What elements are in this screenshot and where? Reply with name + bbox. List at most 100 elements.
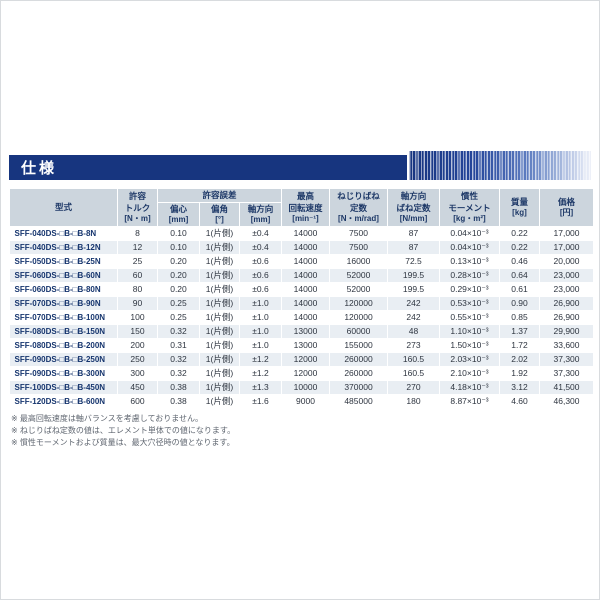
torsional-spring-constant: 60000 xyxy=(329,324,388,340)
col-header-torsional-spring-unit: [N・m/rad] xyxy=(338,213,379,223)
max-rotation-speed: 9000 xyxy=(281,394,330,410)
axial-spring-constant: 270 xyxy=(387,380,440,396)
axial-misalignment: ±1.0 xyxy=(239,338,282,354)
col-header-max-speed-label: 最高 回転速度 xyxy=(288,191,323,213)
price: 17,000 xyxy=(539,240,594,256)
col-header-torque: 許容 トルク [N・m] xyxy=(117,187,158,228)
col-header-price: 価格 [円] xyxy=(539,187,594,228)
mass: 0.90 xyxy=(499,296,540,312)
axial-spring-constant: 242 xyxy=(387,296,440,312)
table-row: SFF-070DS-□B-□B-100N 100 0.25 1(片側) ±1.0 1400… xyxy=(9,310,594,326)
table-row: SFF-050DS-□B-□B-25N 25 0.20 1(片側) ±0.6 14000 1… xyxy=(9,254,594,270)
price: 29,900 xyxy=(539,324,594,340)
axial-misalignment: ±0.4 xyxy=(239,226,282,242)
eccentricity: 0.20 xyxy=(157,282,200,298)
col-header-price-unit: [円] xyxy=(559,208,574,218)
max-rotation-speed: 14000 xyxy=(281,296,330,312)
mass: 1.72 xyxy=(499,338,540,354)
axial-spring-constant: 199.5 xyxy=(387,282,440,298)
angular-misalignment: 1(片側) xyxy=(199,366,240,382)
torsional-spring-constant: 52000 xyxy=(329,268,388,284)
footnote: ※ ねじりばね定数の値は、エレメント単体での値になります。 xyxy=(11,426,236,436)
axial-spring-constant: 242 xyxy=(387,310,440,326)
table-row: SFF-100DS-□B-□B-450N 450 0.38 1(片側) ±1.3 1000… xyxy=(9,380,594,396)
max-rotation-speed: 10000 xyxy=(281,380,330,396)
stripe-decoration-graphic xyxy=(407,151,591,180)
spec-table-header: 型式 許容 トルク [N・m] 許容誤差 最高 回転速度 [min⁻¹] ねじり… xyxy=(9,187,594,228)
axial-misalignment: ±1.6 xyxy=(239,394,282,410)
col-header-angle-label: 偏角 xyxy=(210,204,228,214)
price: 37,300 xyxy=(539,366,594,382)
spec-table: 型式 許容 トルク [N・m] 許容誤差 最高 回転速度 [min⁻¹] ねじり… xyxy=(9,187,594,410)
model: SFF-090DS-□B-□B-250N xyxy=(9,352,118,368)
angular-misalignment: 1(片側) xyxy=(199,324,240,340)
mass: 0.46 xyxy=(499,254,540,270)
col-header-axial-spring-unit: [N/mm] xyxy=(399,213,428,223)
spec-table-body: SFF-040DS-□B-□B-8N 8 0.10 1(片側) ±0.4 14000 750… xyxy=(9,226,594,410)
moment-of-inertia: 2.03×10⁻³ xyxy=(439,352,500,368)
angular-misalignment: 1(片側) xyxy=(199,296,240,312)
model: SFF-070DS-□B-□B-100N xyxy=(9,310,118,326)
price: 46,300 xyxy=(539,394,594,410)
model: SFF-120DS-□B-□B-600N xyxy=(9,394,118,410)
allowable-torque: 250 xyxy=(117,352,158,368)
price: 20,000 xyxy=(539,254,594,270)
col-header-torque-label: 許容 トルク xyxy=(124,191,151,213)
col-header-eccentricity: 偏心 [mm] xyxy=(157,201,200,228)
price: 41,500 xyxy=(539,380,594,396)
max-rotation-speed: 14000 xyxy=(281,282,330,298)
table-row: SFF-120DS-□B-□B-600N 600 0.38 1(片側) ±1.6 9000… xyxy=(9,394,594,410)
eccentricity: 0.38 xyxy=(157,394,200,410)
eccentricity: 0.10 xyxy=(157,226,200,242)
col-header-mass-unit: [kg] xyxy=(512,208,527,218)
angular-misalignment: 1(片側) xyxy=(199,226,240,242)
mass: 1.37 xyxy=(499,324,540,340)
axial-spring-constant: 72.5 xyxy=(387,254,440,270)
angular-misalignment: 1(片側) xyxy=(199,338,240,354)
price: 17,000 xyxy=(539,226,594,242)
eccentricity: 0.32 xyxy=(157,366,200,382)
col-header-torsional-spring: ねじりばね 定数 [N・m/rad] xyxy=(329,187,388,228)
table-row: SFF-040DS-□B-□B-8N 8 0.10 1(片側) ±0.4 14000 750… xyxy=(9,226,594,242)
allowable-torque: 60 xyxy=(117,268,158,284)
axial-spring-constant: 48 xyxy=(387,324,440,340)
price: 33,600 xyxy=(539,338,594,354)
model: SFF-040DS-□B-□B-12N xyxy=(9,240,118,256)
eccentricity: 0.20 xyxy=(157,254,200,270)
header-row-top: 型式 許容 トルク [N・m] 許容誤差 最高 回転速度 [min⁻¹] ねじり… xyxy=(9,187,594,228)
table-row: SFF-060DS-□B-□B-60N 60 0.20 1(片側) ±0.6 14000 5… xyxy=(9,268,594,284)
mass: 0.22 xyxy=(499,226,540,242)
section-title-bar: 仕様 xyxy=(9,151,591,180)
moment-of-inertia: 0.13×10⁻³ xyxy=(439,254,500,270)
axial-misalignment: ±1.0 xyxy=(239,310,282,326)
axial-misalignment: ±1.0 xyxy=(239,296,282,312)
col-header-axial: 軸方向 [mm] xyxy=(239,201,282,228)
col-header-eccentricity-unit: [mm] xyxy=(168,215,189,225)
axial-misalignment: ±1.2 xyxy=(239,366,282,382)
axial-misalignment: ±1.3 xyxy=(239,380,282,396)
angular-misalignment: 1(片側) xyxy=(199,268,240,284)
table-row: SFF-060DS-□B-□B-80N 80 0.20 1(片側) ±0.6 14000 5… xyxy=(9,282,594,298)
mass: 0.22 xyxy=(499,240,540,256)
torsional-spring-constant: 370000 xyxy=(329,380,388,396)
axial-misalignment: ±0.4 xyxy=(239,240,282,256)
axial-spring-constant: 87 xyxy=(387,226,440,242)
max-rotation-speed: 12000 xyxy=(281,366,330,382)
max-rotation-speed: 13000 xyxy=(281,338,330,354)
col-header-inertia-unit: [kg・m²] xyxy=(453,213,486,223)
table-row: SFF-080DS-□B-□B-150N 150 0.32 1(片側) ±1.0 1300… xyxy=(9,324,594,340)
col-header-max-speed: 最高 回転速度 [min⁻¹] xyxy=(281,187,330,228)
torsional-spring-constant: 52000 xyxy=(329,282,388,298)
price: 26,900 xyxy=(539,310,594,326)
eccentricity: 0.10 xyxy=(157,240,200,256)
angular-misalignment: 1(片側) xyxy=(199,380,240,396)
col-header-inertia-label: 慣性 モーメント xyxy=(448,191,491,213)
axial-spring-constant: 199.5 xyxy=(387,268,440,284)
moment-of-inertia: 4.18×10⁻³ xyxy=(439,380,500,396)
footnote: ※ 慣性モーメントおよび質量は、最大穴径時の値となります。 xyxy=(11,438,235,448)
axial-misalignment: ±0.6 xyxy=(239,268,282,284)
price: 26,900 xyxy=(539,296,594,312)
mass: 1.92 xyxy=(499,366,540,382)
angular-misalignment: 1(片側) xyxy=(199,352,240,368)
